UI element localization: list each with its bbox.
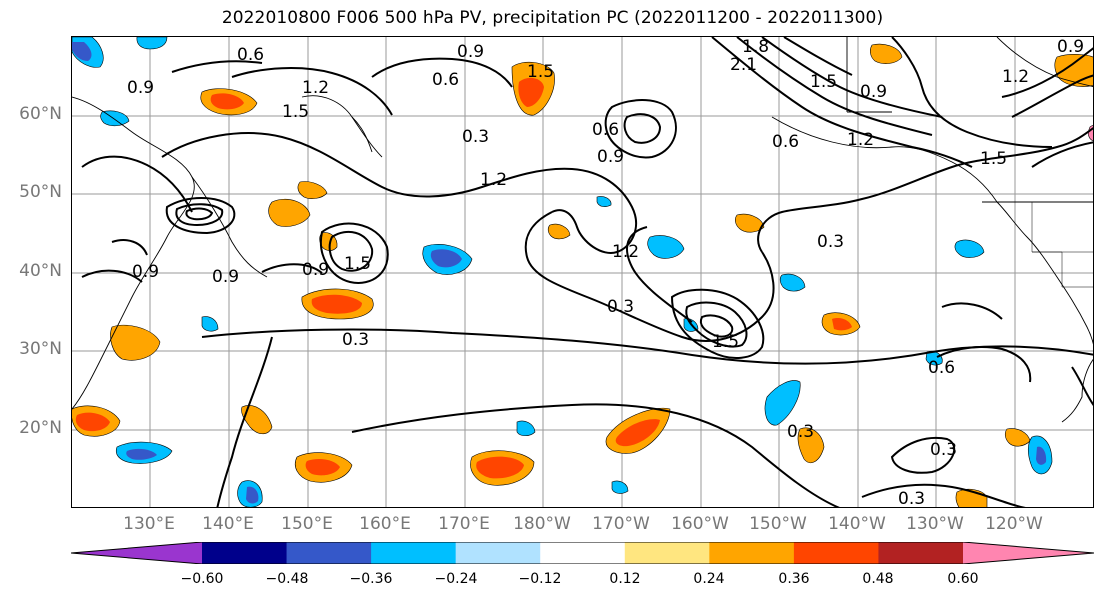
contour-label: 1.8 [742, 37, 769, 57]
contour-label: 0.3 [342, 330, 369, 350]
colorbar-tick: 0.48 [862, 571, 894, 587]
contour-label: 0.3 [898, 489, 925, 508]
contour-label: 0.9 [1057, 37, 1084, 57]
contour-label: 0.6 [432, 70, 459, 90]
colorbar-segment [540, 542, 626, 564]
lon-label-170w: 170°W [592, 514, 650, 534]
colorbar-tick: −0.48 [265, 571, 309, 587]
colorbar-segment [709, 542, 795, 564]
lon-label-160w: 160°W [671, 514, 729, 534]
colorbar-tick: 0.60 [947, 571, 979, 587]
colorbar-segment [371, 542, 457, 564]
contour-label: 0.6 [237, 45, 264, 65]
lon-label-140e: 140°E [202, 514, 254, 534]
lat-label-60n: 60°N [19, 104, 62, 124]
colorbar-tick: −0.24 [434, 571, 478, 587]
pv-contours [81, 37, 1093, 507]
colorbar-tick: −0.36 [349, 571, 393, 587]
colorbar [71, 542, 1094, 564]
colorbar-segment [624, 542, 710, 564]
contour-label: 0.9 [132, 262, 159, 282]
contour-label: 0.6 [928, 358, 955, 378]
contour-label: 1.5 [527, 62, 554, 82]
lon-label-130e: 130°E [123, 514, 175, 534]
lat-label-30n: 30°N [19, 339, 62, 359]
contour-label: 1.5 [810, 72, 837, 92]
map-title: 2022010800 F006 500 hPa PV, precipitatio… [221, 8, 884, 28]
colorbar-segment [202, 542, 288, 564]
contour-label: 1.5 [344, 254, 371, 274]
colorbar-extend-min [71, 542, 202, 564]
graticule [72, 37, 1093, 507]
contour-label: 1.2 [612, 242, 639, 262]
contour-label: 0.6 [592, 120, 619, 140]
contour-label: 1.2 [302, 78, 329, 98]
contour-label: 1.2 [1002, 67, 1029, 87]
colorbar-segment [455, 542, 541, 564]
contour-label: 1.2 [480, 170, 507, 190]
contour-label: 0.9 [212, 267, 239, 287]
contour-label: 0.3 [787, 422, 814, 442]
contour-label: 0.6 [772, 132, 799, 152]
contour-label: 1.5 [712, 332, 739, 352]
contour-label: 2.1 [730, 55, 757, 75]
colorbar-tick: 0.12 [609, 571, 641, 587]
colorbar-extend-max [963, 542, 1094, 564]
lon-label-130w: 130°W [906, 514, 964, 534]
lat-label-40n: 40°N [19, 261, 62, 281]
colorbar-tick: 0.36 [778, 571, 810, 587]
contour-label: 1.2 [847, 130, 874, 150]
political-borders [1031, 202, 1093, 288]
coastlines [72, 37, 1093, 423]
lon-label-180w: 180°W [513, 514, 571, 534]
colorbar-tick: −0.60 [180, 571, 224, 587]
map-canvas: 0.6 0.6 0.9 0.9 1.5 1.2 0.3 0.6 0.9 1.2 … [72, 37, 1093, 508]
lat-label-50n: 50°N [19, 182, 62, 202]
contour-label: 0.9 [457, 42, 484, 62]
contour-label: 1.5 [980, 149, 1007, 169]
contour-label: 0.3 [607, 297, 634, 317]
lon-label-170e: 170°E [438, 514, 490, 534]
lon-label-160e: 160°E [359, 514, 411, 534]
contour-label: 0.9 [597, 147, 624, 167]
colorbar-segment [878, 542, 964, 564]
lat-label-20n: 20°N [19, 418, 62, 438]
contour-label: 0.9 [860, 82, 887, 102]
contour-label: 1.5 [282, 102, 309, 122]
lon-label-150w: 150°W [749, 514, 807, 534]
contour-label: 0.9 [302, 260, 329, 280]
contour-label: 0.3 [817, 232, 844, 252]
contour-labels: 0.6 0.6 0.9 0.9 1.5 1.2 0.3 0.6 0.9 1.2 … [127, 37, 1084, 508]
colorbar-segment [793, 542, 879, 564]
contour-label: 0.3 [930, 440, 957, 460]
contour-label: 0.3 [462, 127, 489, 147]
colorbar-segment [286, 542, 372, 564]
contour-label: 0.9 [127, 78, 154, 98]
lon-label-120w: 120°W [985, 514, 1043, 534]
lon-label-150e: 150°E [281, 514, 333, 534]
colorbar-tick: 0.24 [693, 571, 725, 587]
colorbar-tick: −0.12 [518, 571, 562, 587]
map-panel: 0.6 0.6 0.9 0.9 1.5 1.2 0.3 0.6 0.9 1.2 … [71, 36, 1094, 508]
lon-label-140w: 140°W [828, 514, 886, 534]
